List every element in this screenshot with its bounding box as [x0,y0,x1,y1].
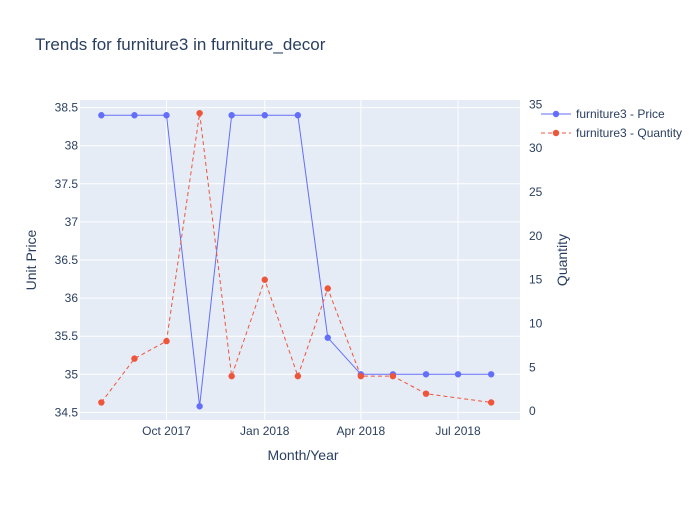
x-tick-label: Apr 2018 [337,424,386,438]
y-tick-label: 36 [65,291,79,305]
axes: 34.5 35 35.5 36 36.5 37 37.5 38 38.5 Oct 2017 Jan … [55,97,543,438]
y2-axis-title: Quantity [554,234,570,286]
data-point-series-2[interactable] [131,355,138,362]
data-point-series-1[interactable] [261,112,268,119]
data-point-series-2[interactable] [422,390,430,397]
y-tick-label: 37.5 [55,177,79,191]
y-axis-title: Unit Price [23,229,39,290]
legend-item-2[interactable]: furniture3 - Quantity [541,126,682,140]
data-point-series-2[interactable] [487,399,495,406]
legend-label: furniture3 - Quantity [576,126,682,140]
y2-tick-label: 0 [529,404,536,418]
data-point-series-1[interactable] [163,112,170,119]
y-tick-label: 34.5 [55,405,79,419]
data-point-series-2[interactable] [163,337,170,345]
data-point-series-2[interactable] [324,285,331,292]
y-tick-label: 38.5 [55,101,79,115]
x-axis-title: Month/Year [267,447,338,463]
legend-label: furniture3 - Price [576,107,665,121]
y-tick-label: 37 [65,215,79,229]
legend-marker [552,129,560,137]
y-tick-label: 35 [65,367,79,381]
data-point-series-1[interactable] [98,112,105,119]
y2-tick-label: 5 [529,360,536,374]
data-point-series-2[interactable] [389,372,397,380]
chart-title: Trends for furniture3 in furniture_decor [35,35,326,54]
x-tick-label: Oct 2017 [142,424,191,438]
y2-tick-label: 15 [529,273,543,287]
x-tick-label: Jul 2018 [435,424,481,438]
data-point-series-1[interactable] [422,371,430,378]
data-point-series-1[interactable] [131,112,138,119]
data-point-series-1[interactable] [324,334,331,341]
series-line-2 [100,113,492,403]
data-point-series-2[interactable] [357,372,365,380]
y-tick-label: 36.5 [55,253,79,267]
x-tick-label: Jan 2018 [240,424,290,438]
data-point-series-2[interactable] [98,399,105,406]
legend-marker [552,110,560,118]
data-point-series-2[interactable] [196,109,203,117]
data-point-series-1[interactable] [454,371,462,378]
y2-tick-label: 35 [529,97,543,111]
y-tick-label: 38 [65,139,79,153]
y2-tick-label: 20 [529,229,543,243]
grid-lines [80,100,520,420]
y2-tick-label: 10 [529,317,543,331]
data-point-series-2[interactable] [294,372,302,380]
legend[interactable]: furniture3 - Price furniture3 - Quantity [541,107,682,140]
data-point-series-2[interactable] [261,276,268,283]
y2-tick-label: 30 [529,141,543,155]
data-point-series-2[interactable] [228,372,235,380]
y2-tick-label: 25 [529,185,543,199]
data-point-series-1[interactable] [228,112,235,119]
data-point-series-1[interactable] [294,112,302,119]
y-tick-label: 35.5 [55,329,79,343]
data-point-series-1[interactable] [196,403,203,410]
legend-item-1[interactable]: furniture3 - Price [541,107,665,121]
series-layer [98,109,495,410]
data-point-series-1[interactable] [487,371,495,378]
